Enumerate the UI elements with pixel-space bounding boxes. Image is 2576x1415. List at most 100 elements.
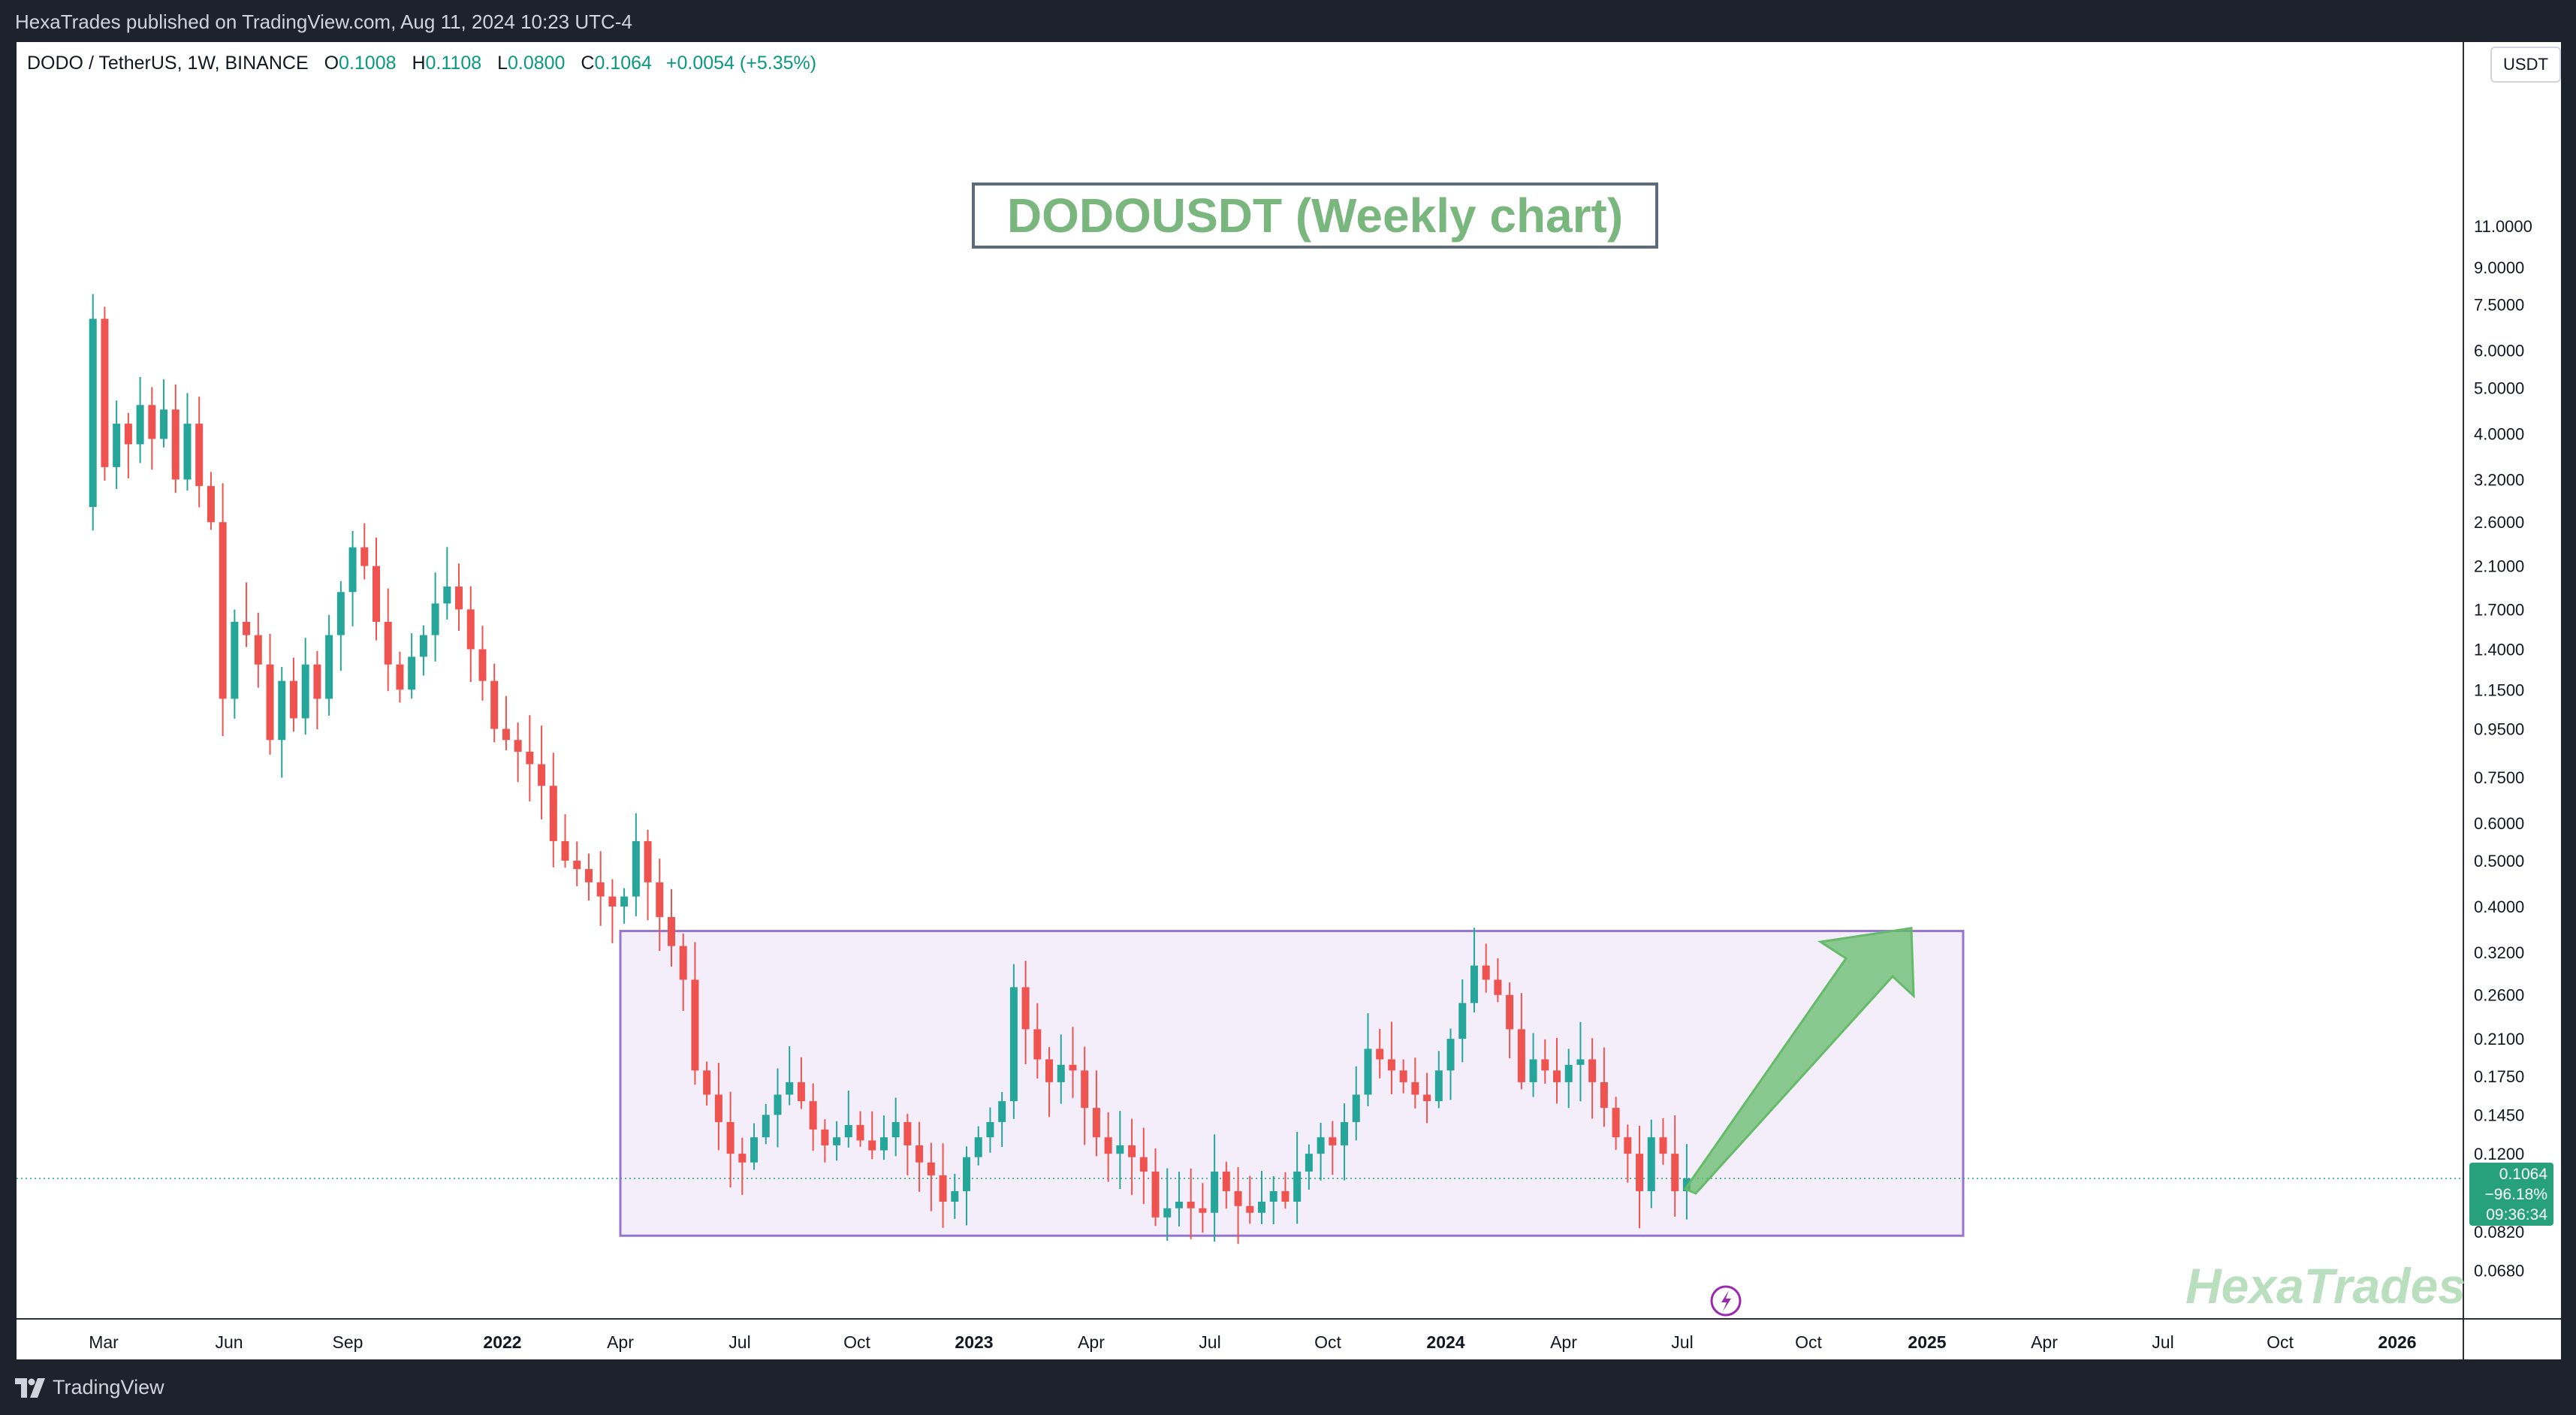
candle-body — [219, 522, 227, 699]
time-tick-label: Jun — [215, 1332, 243, 1352]
price-tick-label: 11.0000 — [2474, 217, 2532, 236]
time-tick-label: 2026 — [2378, 1332, 2416, 1352]
candle-body — [668, 916, 675, 946]
symbol-legend[interactable]: DODO / TetherUS, 1W, BINANCE O0.1008 H0.… — [27, 53, 816, 74]
candle-body — [1151, 1171, 1160, 1217]
candle-body — [1506, 994, 1514, 1030]
price-tick-label: 1.7000 — [2474, 600, 2524, 619]
candle-body — [891, 1121, 900, 1138]
candle-body — [1305, 1154, 1313, 1172]
low-label: L — [497, 53, 508, 74]
candle-body — [691, 979, 699, 1071]
candle-body — [514, 740, 522, 752]
candle-body — [266, 664, 274, 741]
candle-body — [396, 664, 404, 690]
candle-body — [632, 840, 640, 897]
tradingview-brand: TradingView — [53, 1376, 164, 1398]
price-tick-label: 0.6000 — [2474, 814, 2524, 833]
candle-body — [136, 405, 144, 445]
watermark: HexaTrades — [2185, 1258, 2466, 1314]
candle-body — [998, 1101, 1006, 1122]
candle-body — [1104, 1137, 1112, 1154]
candle-body — [348, 547, 357, 593]
candle-body — [373, 566, 380, 622]
close-value: 0.1064 — [594, 53, 652, 74]
target-arrow[interactable] — [1683, 927, 1915, 1195]
candle-body — [171, 409, 179, 480]
price-tick-label: 7.5000 — [2474, 296, 2524, 315]
price-tick-label: 9.0000 — [2474, 258, 2524, 277]
candle-body — [596, 882, 605, 897]
chart-title-box[interactable]: DODOUSDT (Weekly chart) — [972, 183, 1658, 249]
price-tick-label: 5.0000 — [2474, 379, 2524, 397]
candle-body — [254, 635, 262, 665]
candle-body — [703, 1070, 711, 1095]
candle-body — [431, 603, 439, 635]
candle-body — [1470, 965, 1478, 1003]
candle-body — [1258, 1201, 1265, 1213]
candle-body — [360, 547, 369, 566]
time-tick-label: Mar — [89, 1332, 119, 1352]
time-tick-label: Apr — [1078, 1332, 1105, 1352]
candle-body — [538, 764, 546, 786]
candle-body — [868, 1140, 876, 1151]
candle-body — [313, 664, 321, 699]
candle-body — [1341, 1121, 1349, 1145]
candle-body — [502, 729, 510, 741]
price-tick-label: 0.1200 — [2474, 1145, 2524, 1163]
price-tick-label: 0.1750 — [2474, 1067, 2524, 1086]
price-tick-label: 6.0000 — [2474, 342, 2524, 361]
candle-body — [986, 1121, 994, 1138]
candle-body — [714, 1094, 722, 1122]
candle-body — [478, 649, 487, 681]
candle-body — [879, 1137, 888, 1151]
tradingview-logo[interactable]: TradingView — [15, 1376, 164, 1399]
candle-body — [443, 586, 451, 604]
time-tick-label: 2022 — [483, 1332, 521, 1352]
last-price-change: −96.18% — [2484, 1186, 2548, 1203]
candle-body — [455, 586, 463, 610]
candle-body — [1163, 1208, 1172, 1217]
candle-body — [1222, 1171, 1230, 1191]
price-tick-label: 0.7500 — [2474, 768, 2524, 787]
price-tick-label: 0.0820 — [2474, 1223, 2524, 1242]
tradingview-logo-icon — [15, 1377, 45, 1398]
candle-body — [1517, 1029, 1525, 1082]
chart-title: DODOUSDT (Weekly chart) — [1006, 189, 1624, 243]
candle-body — [101, 318, 109, 467]
candle-body — [927, 1162, 935, 1175]
time-tick-label: 2024 — [1426, 1332, 1464, 1352]
candle-body — [939, 1175, 947, 1202]
open-value: 0.1008 — [339, 53, 397, 74]
candle-body — [584, 869, 593, 882]
footer-bar: TradingView — [0, 1359, 2576, 1415]
currency-label[interactable]: USDT — [2490, 47, 2561, 83]
dividend-event-icon[interactable] — [1710, 1285, 1742, 1317]
candle-body — [1092, 1108, 1100, 1138]
price-tick-label: 0.0680 — [2474, 1261, 2524, 1280]
candle-body — [278, 680, 286, 741]
candle-body — [289, 680, 297, 719]
candle-body — [1187, 1201, 1195, 1208]
candle-body — [490, 680, 499, 729]
close-label: C — [581, 53, 595, 74]
high-value: 0.1108 — [425, 53, 482, 74]
candle-body — [243, 621, 251, 635]
candle-body — [774, 1094, 782, 1115]
candle-body — [797, 1082, 805, 1102]
candle-body — [1234, 1190, 1242, 1206]
time-tick-label: Oct — [1795, 1332, 1822, 1352]
price-tick-label: 1.4000 — [2474, 640, 2524, 659]
candle-body — [1482, 965, 1490, 980]
candle-body — [336, 592, 345, 635]
time-tick-label: Jul — [1671, 1332, 1693, 1352]
candle-body — [844, 1124, 852, 1138]
price-tick-label: 0.9500 — [2474, 720, 2524, 738]
candle-body — [1636, 1154, 1644, 1191]
candle-body — [656, 882, 664, 917]
range-box[interactable] — [619, 930, 1965, 1237]
symbol-name[interactable]: DODO / TetherUS, 1W, BINANCE — [27, 53, 309, 74]
candle-body — [1009, 987, 1018, 1102]
candle-body — [1352, 1094, 1360, 1122]
